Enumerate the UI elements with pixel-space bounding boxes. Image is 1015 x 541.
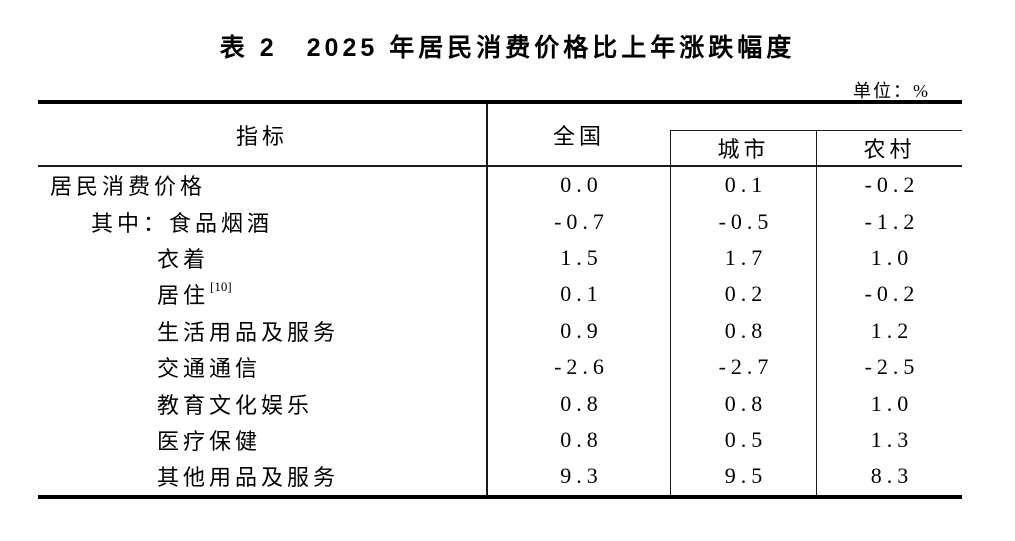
city-value-cell: 0.8 (670, 312, 816, 349)
national-value-cell: 0.8 (560, 390, 603, 416)
table-body: 居民消费价格 0.0 0.1 -0.2 其中：食品烟酒 -0.7 -0.5 -1… (38, 167, 962, 495)
table-title: 表 2 2025 年居民消费价格比上年涨跌幅度 (219, 34, 796, 62)
row-label: 其他用品及服务 (38, 458, 488, 495)
table-row: 居住 [10] 0.1 0.2 -0.2 (38, 276, 962, 313)
rural-value-cell: 8.3 (816, 458, 962, 495)
unit-label: 单位：% (853, 81, 930, 101)
row-label: 教育文化娱乐 (38, 385, 488, 422)
city-value-cell: -2.7 (670, 348, 816, 386)
national-value-cell: 0.1 (560, 281, 603, 307)
column-header-indicator: 指标 (38, 104, 488, 165)
table-row: 交通通信 -2.6 -2.7 -2.5 (38, 348, 962, 386)
rural-value-cell: -1.2 (816, 203, 962, 240)
city-value-cell: 0.5 (670, 421, 816, 459)
row-label: 居民消费价格 (38, 167, 488, 204)
table-row: 医疗保健 0.8 0.5 1.3 (38, 421, 962, 459)
city-value-cell: 0.2 (670, 276, 816, 313)
rural-value-cell: 1.3 (816, 421, 962, 459)
table-row: 居民消费价格 0.0 0.1 -0.2 (38, 167, 962, 204)
row-label-text: 其他用品及服务 (157, 465, 340, 491)
column-header-rural: 农村 (863, 137, 916, 162)
column-header-national: 全国 (552, 123, 605, 149)
national-value-cell: 9.3 (560, 463, 603, 489)
row-label: 居住 [10] (38, 276, 488, 313)
row-label-text: 其中：食品烟酒 (91, 210, 274, 236)
national-value-cell: 1.5 (560, 244, 603, 270)
row-label-text: 医疗保健 (157, 428, 262, 454)
table-row: 其他用品及服务 9.3 9.5 8.3 (38, 458, 962, 495)
rural-value-cell: -2.5 (816, 348, 962, 386)
row-label: 生活用品及服务 (38, 312, 488, 349)
city-value-cell: -0.5 (670, 203, 816, 240)
row-label: 其中：食品烟酒 (38, 203, 488, 240)
national-value-cell: -2.6 (554, 354, 609, 380)
row-label-text: 居住 (157, 283, 210, 309)
row-label: 衣着 (38, 239, 488, 277)
national-value-cell: 0.8 (560, 426, 603, 452)
city-value-cell: 0.8 (670, 385, 816, 422)
national-value-cell: 0.9 (560, 317, 603, 343)
city-value-cell: 0.1 (670, 167, 816, 204)
table-header-row: 指标 全国 城市 农村 (38, 104, 962, 167)
rural-value-cell: 1.2 (816, 312, 962, 349)
row-label-text: 交通通信 (157, 356, 262, 382)
national-value-cell: 0.0 (560, 172, 603, 198)
table-row: 教育文化娱乐 0.8 0.8 1.0 (38, 385, 962, 422)
national-value-cell: -0.7 (554, 208, 609, 234)
column-header-city: 城市 (671, 131, 817, 165)
row-label-text: 衣着 (157, 246, 210, 272)
city-value-cell: 1.7 (670, 239, 816, 277)
table-row: 衣着 1.5 1.7 1.0 (38, 239, 962, 277)
row-label: 医疗保健 (38, 421, 488, 459)
row-label-text: 居民消费价格 (50, 174, 207, 200)
table-row: 其中：食品烟酒 -0.7 -0.5 -1.2 (38, 203, 962, 240)
row-label-text: 生活用品及服务 (157, 319, 340, 345)
cpi-table: 指标 全国 城市 农村 居民消费价格 0.0 0.1 -0.2 其中：食品烟酒 … (38, 100, 962, 499)
row-label: 交通通信 (38, 348, 488, 386)
rural-value-cell: 1.0 (816, 239, 962, 277)
rural-value-cell: -0.2 (816, 276, 962, 313)
city-value-cell: 9.5 (670, 458, 816, 495)
sub-header-group: 城市 农村 (670, 130, 962, 165)
rural-value-cell: 1.0 (816, 385, 962, 422)
row-label-text: 教育文化娱乐 (157, 392, 314, 418)
table-row: 生活用品及服务 0.9 0.8 1.2 (38, 312, 962, 349)
rural-value-cell: -0.2 (816, 167, 962, 204)
